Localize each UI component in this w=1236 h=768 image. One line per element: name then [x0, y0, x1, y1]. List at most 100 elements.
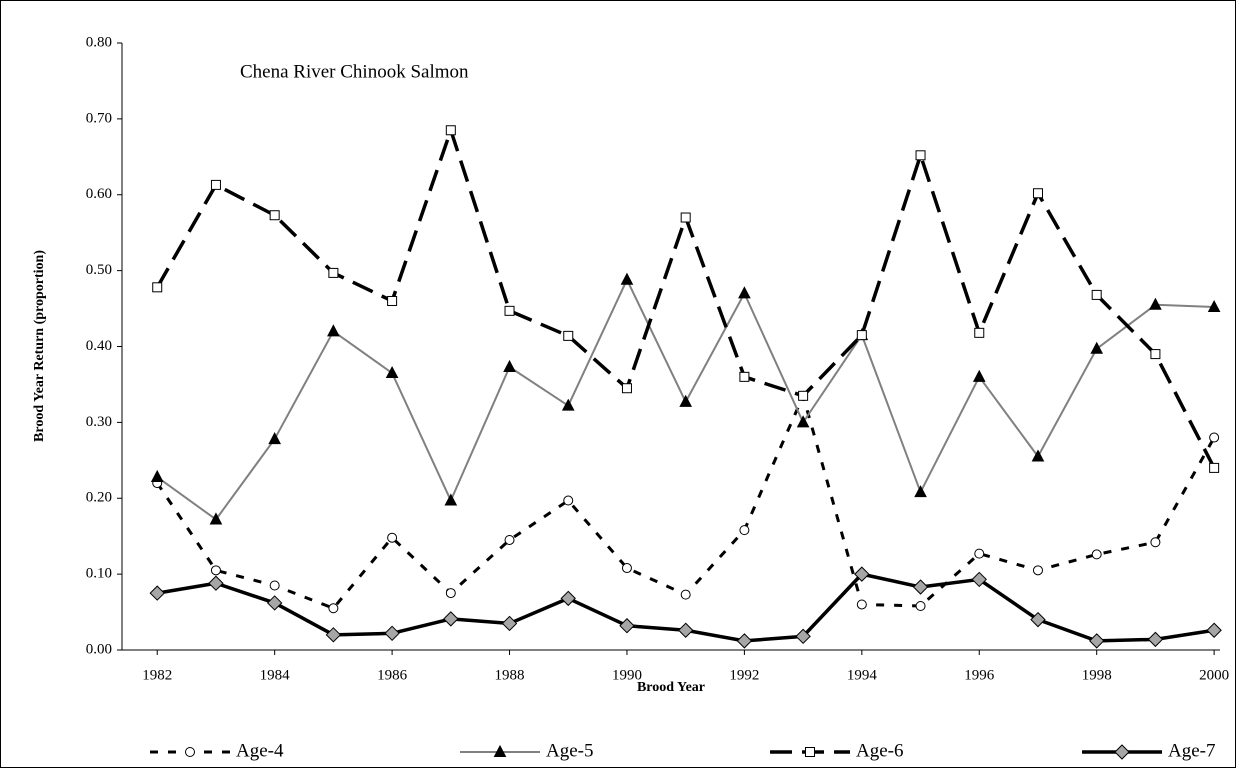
legend-marker — [185, 747, 195, 757]
marker — [1150, 349, 1161, 360]
y-tick-label: 0.10 — [86, 566, 112, 582]
marker — [327, 324, 340, 337]
y-tick-label: 0.80 — [86, 34, 112, 50]
marker — [1147, 631, 1164, 648]
marker — [738, 286, 751, 299]
marker — [561, 398, 575, 411]
marker — [1209, 462, 1220, 473]
x-tick-label: 1984 — [260, 667, 291, 683]
marker — [680, 212, 691, 223]
marker — [854, 566, 870, 582]
marker — [445, 588, 456, 599]
marker — [736, 633, 753, 649]
marker — [210, 565, 221, 576]
marker — [1090, 341, 1104, 354]
marker — [445, 125, 456, 136]
x-tick-label: 2000 — [1199, 667, 1229, 683]
marker — [798, 390, 809, 401]
y-tick-label: 0.60 — [86, 186, 112, 202]
marker — [1091, 549, 1102, 560]
marker — [387, 295, 398, 306]
marker — [563, 330, 574, 341]
y-tick-label: 0.40 — [86, 338, 112, 354]
marker — [504, 305, 515, 316]
marker — [856, 330, 867, 341]
marker — [679, 394, 693, 407]
x-axis-title: Brood Year — [637, 680, 705, 695]
marker — [856, 599, 867, 610]
marker — [795, 628, 811, 645]
marker — [560, 590, 576, 607]
marker — [503, 359, 516, 372]
marker — [619, 618, 635, 634]
marker — [149, 585, 165, 601]
y-tick-label: 0.50 — [86, 262, 112, 278]
marker — [444, 493, 458, 506]
marker — [974, 548, 985, 559]
marker — [504, 534, 515, 545]
marker — [915, 600, 926, 611]
marker — [971, 571, 987, 588]
marker — [1091, 289, 1102, 300]
marker — [268, 431, 281, 445]
marker — [1030, 611, 1046, 628]
marker — [501, 615, 518, 632]
legend-marker — [805, 747, 815, 757]
marker — [972, 369, 986, 382]
marker — [152, 282, 163, 293]
x-tick-label: 1988 — [495, 667, 525, 683]
marker — [1206, 622, 1222, 638]
marker — [384, 625, 400, 642]
legend-label: Age-6 — [856, 740, 903, 761]
marker — [677, 622, 694, 638]
marker — [1031, 449, 1045, 462]
marker — [269, 210, 280, 221]
x-tick-label: 1998 — [1082, 667, 1112, 683]
marker — [1207, 299, 1221, 313]
marker — [209, 512, 223, 525]
marker — [443, 611, 459, 627]
x-tick-label: 1986 — [377, 667, 408, 683]
y-tick-label: 0.30 — [86, 414, 112, 430]
marker — [328, 603, 339, 614]
legend-label: Age-7 — [1168, 740, 1215, 761]
marker — [1209, 432, 1220, 443]
marker — [266, 595, 283, 611]
marker — [739, 525, 750, 536]
y-tick-label: 0.00 — [86, 641, 112, 657]
x-tick-label: 1982 — [142, 667, 172, 683]
x-tick-label: 1992 — [729, 667, 759, 683]
marker — [796, 415, 810, 428]
marker — [150, 469, 164, 483]
marker — [739, 371, 750, 382]
marker — [1088, 633, 1105, 649]
marker — [915, 150, 926, 161]
x-tick-label: 1996 — [964, 667, 995, 683]
marker — [621, 563, 632, 574]
marker — [914, 485, 927, 498]
marker — [210, 179, 221, 190]
marker — [385, 365, 399, 379]
legend-label: Age-5 — [546, 740, 593, 761]
marker — [1149, 297, 1162, 310]
marker — [1032, 565, 1043, 576]
marker — [621, 383, 632, 394]
legend-label: Age-4 — [236, 740, 284, 761]
x-tick-label: 1994 — [847, 667, 878, 683]
legend-marker — [493, 744, 507, 757]
marker — [620, 272, 634, 285]
marker — [974, 327, 985, 338]
marker — [387, 532, 398, 543]
marker — [208, 575, 224, 591]
marker — [328, 267, 339, 278]
y-tick-label: 0.20 — [86, 490, 112, 506]
x-tick-label: 1990 — [612, 667, 642, 683]
marker — [325, 627, 342, 643]
marker — [912, 579, 929, 595]
y-tick-label: 0.70 — [86, 110, 112, 126]
marker — [563, 495, 574, 506]
marker — [269, 580, 280, 591]
marker — [1150, 537, 1161, 548]
